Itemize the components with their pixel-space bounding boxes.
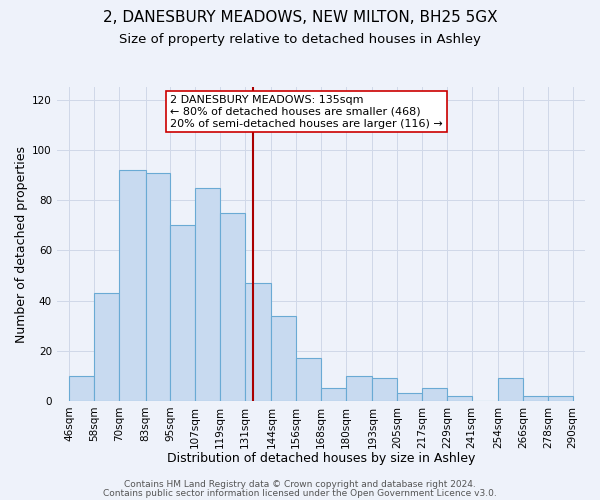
Bar <box>195 188 220 401</box>
Text: Contains HM Land Registry data © Crown copyright and database right 2024.: Contains HM Land Registry data © Crown c… <box>124 480 476 489</box>
Bar <box>146 172 170 401</box>
Bar <box>245 283 271 401</box>
Bar <box>321 388 346 401</box>
Bar <box>271 316 296 401</box>
Bar <box>119 170 146 401</box>
X-axis label: Distribution of detached houses by size in Ashley: Distribution of detached houses by size … <box>167 452 475 465</box>
Bar <box>94 293 119 401</box>
Y-axis label: Number of detached properties: Number of detached properties <box>15 146 28 342</box>
Bar <box>499 378 523 401</box>
Bar <box>422 388 447 401</box>
Bar <box>548 396 572 401</box>
Bar <box>447 396 472 401</box>
Bar <box>346 376 373 401</box>
Text: 2, DANESBURY MEADOWS, NEW MILTON, BH25 5GX: 2, DANESBURY MEADOWS, NEW MILTON, BH25 5… <box>103 10 497 25</box>
Bar <box>296 358 321 401</box>
Bar <box>69 376 94 401</box>
Bar <box>523 396 548 401</box>
Text: Contains public sector information licensed under the Open Government Licence v3: Contains public sector information licen… <box>103 488 497 498</box>
Bar <box>220 213 245 401</box>
Bar <box>397 394 422 401</box>
Text: Size of property relative to detached houses in Ashley: Size of property relative to detached ho… <box>119 32 481 46</box>
Text: 2 DANESBURY MEADOWS: 135sqm
← 80% of detached houses are smaller (468)
20% of se: 2 DANESBURY MEADOWS: 135sqm ← 80% of det… <box>170 96 443 128</box>
Bar <box>373 378 397 401</box>
Bar <box>170 226 195 401</box>
